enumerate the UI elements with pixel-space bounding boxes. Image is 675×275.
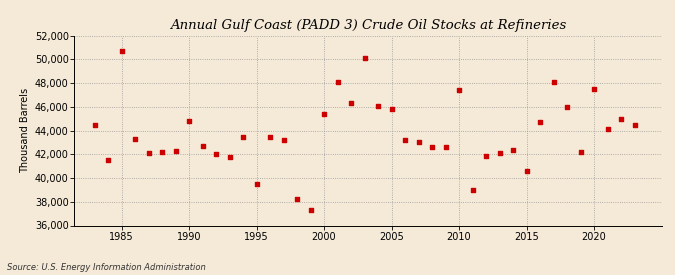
Point [211,152,221,156]
Point [130,137,140,141]
Point [170,148,181,153]
Point [481,153,491,158]
Point [616,117,626,121]
Point [332,80,343,84]
Point [467,188,478,192]
Point [89,122,100,127]
Point [157,150,167,154]
Title: Annual Gulf Coast (PADD 3) Crude Oil Stocks at Refineries: Annual Gulf Coast (PADD 3) Crude Oil Sto… [169,19,566,32]
Point [454,88,464,92]
Point [589,87,599,91]
Point [319,112,329,116]
Point [440,145,451,149]
Point [305,208,316,212]
Point [535,120,545,125]
Point [197,144,208,148]
Point [400,138,410,142]
Point [521,169,532,173]
Point [548,80,559,84]
Point [292,197,302,202]
Point [103,158,113,163]
Point [413,140,424,145]
Point [224,155,235,159]
Text: Source: U.S. Energy Information Administration: Source: U.S. Energy Information Administ… [7,263,205,272]
Point [143,151,154,155]
Point [629,122,640,127]
Point [265,134,275,139]
Point [359,56,370,60]
Point [373,103,383,108]
Point [278,138,289,142]
Point [116,49,127,53]
Point [508,147,518,152]
Point [602,127,613,132]
Point [427,145,437,149]
Point [346,101,356,106]
Point [386,107,397,111]
Point [184,119,194,123]
Point [238,134,248,139]
Point [562,105,572,109]
Point [575,150,586,154]
Point [251,182,262,186]
Y-axis label: Thousand Barrels: Thousand Barrels [20,88,30,173]
Point [494,151,505,155]
